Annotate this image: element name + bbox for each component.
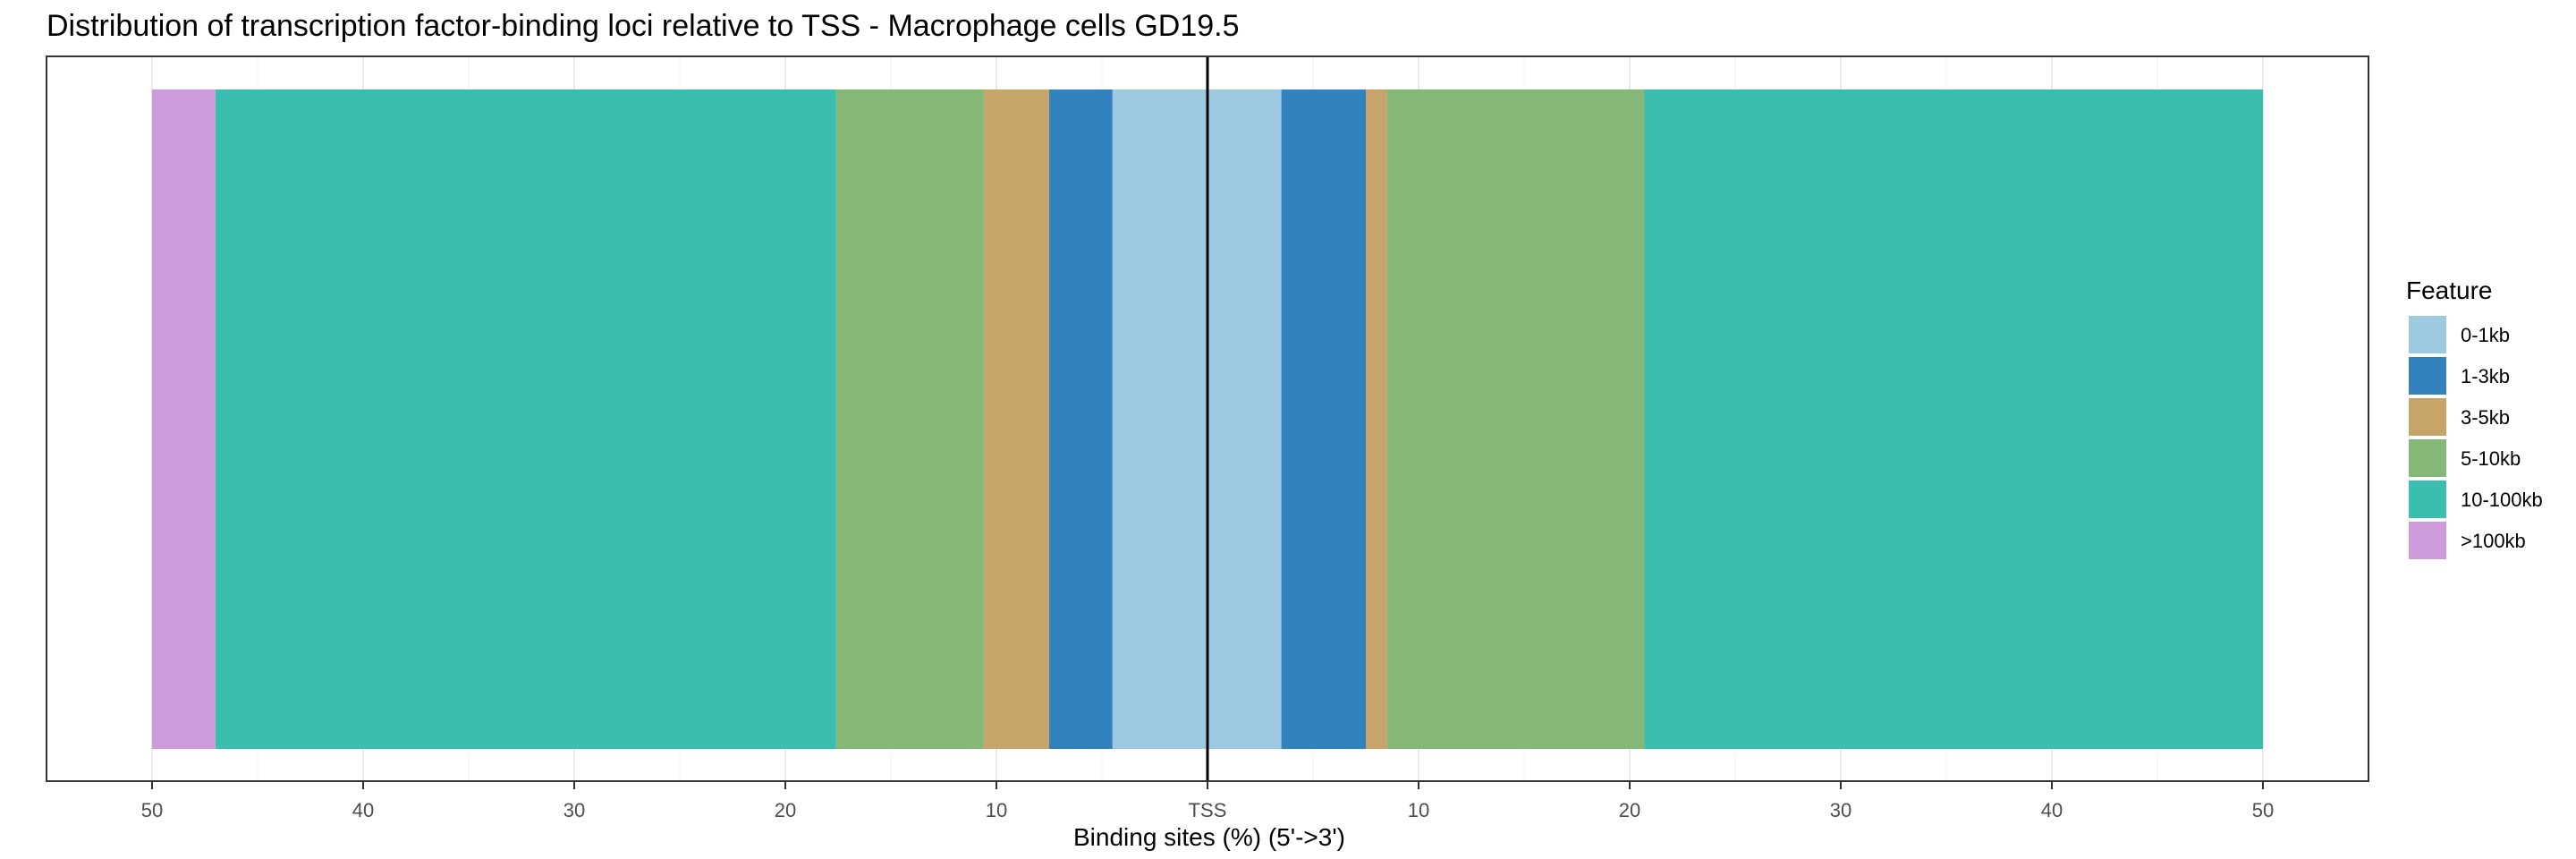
bar-segment-downstream [1208, 89, 1282, 749]
bar-segment-upstream [983, 89, 1049, 749]
x-tick-label: TSS [1189, 799, 1227, 821]
bar-segment-downstream [1281, 89, 1366, 749]
x-tick-label: 10 [1408, 799, 1429, 821]
bar-segment-upstream [1112, 89, 1208, 749]
x-tick-label: 40 [352, 799, 374, 821]
x-tick-label: 50 [2252, 799, 2274, 821]
legend-label: 3-5kb [2461, 406, 2510, 429]
x-tick-label: 50 [141, 799, 163, 821]
x-tick-label: 20 [1619, 799, 1640, 821]
plot-panel: 50 40 30 20 10 TSS 10 20 30 40 50 [46, 55, 2369, 821]
bar-segment-upstream [215, 89, 836, 749]
x-tick-label: 10 [986, 799, 1007, 821]
bar-segment-upstream [1049, 89, 1113, 749]
legend-label: >100kb [2461, 530, 2526, 552]
x-tick-label: 30 [564, 799, 585, 821]
legend-label: 5-10kb [2461, 447, 2521, 470]
legend: Feature 0-1kb 1-3kb 3-5kb 5-10kb 10-100kb >10… [2406, 276, 2543, 559]
legend-key [2409, 398, 2446, 436]
legend-label: 1-3kb [2461, 365, 2510, 387]
legend-title: Feature [2406, 276, 2493, 304]
x-tick-label: 40 [2041, 799, 2063, 821]
bar-segment-upstream [152, 89, 216, 749]
bar-segment-upstream [835, 89, 984, 749]
x-tick-label: 30 [1830, 799, 1852, 821]
legend-key [2409, 481, 2446, 518]
x-axis-title: Binding sites (%) (5'->3') [1073, 823, 1345, 851]
bar-segment-downstream [1644, 89, 2263, 749]
legend-key [2409, 357, 2446, 395]
bar-segment-downstream [1386, 89, 1645, 749]
legend-label: 10-100kb [2461, 489, 2543, 511]
legend-key [2409, 316, 2446, 353]
legend-key [2409, 439, 2446, 477]
legend-key [2409, 522, 2446, 559]
chart-title: Distribution of transcription factor-bin… [47, 9, 1240, 43]
x-tick-label: 20 [775, 799, 796, 821]
bar-segment-downstream [1366, 89, 1387, 749]
legend-label: 0-1kb [2461, 324, 2510, 346]
